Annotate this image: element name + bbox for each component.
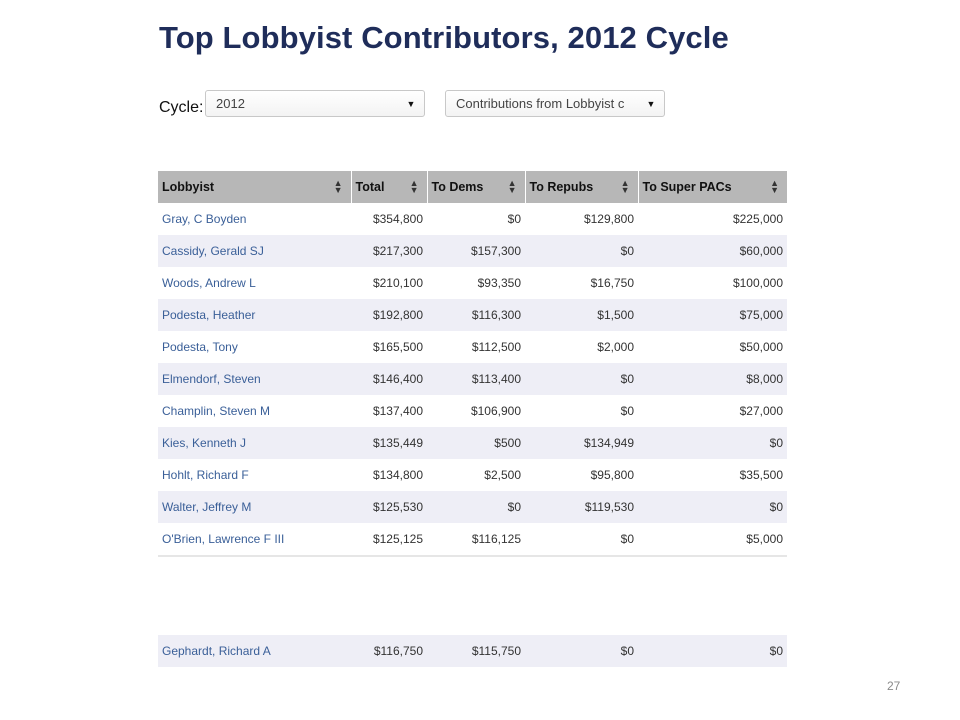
to-repubs-cell: $2,000	[525, 331, 638, 363]
lobbyist-table-extra: Gephardt, Richard A $116,750 $115,750 $0…	[158, 635, 787, 667]
table-row: Cassidy, Gerald SJ $217,300 $157,300 $0 $60,…	[158, 235, 787, 267]
column-header-label: To Super PACs	[642, 180, 732, 194]
total-cell: $210,100	[351, 267, 427, 299]
to-super-pacs-cell: $0	[638, 491, 787, 523]
to-repubs-cell: $1,500	[525, 299, 638, 331]
lobbyist-link[interactable]: Kies, Kenneth J	[158, 427, 351, 459]
to-dems-cell: $106,900	[427, 395, 525, 427]
lobbyist-link[interactable]: Walter, Jeffrey M	[158, 491, 351, 523]
cycle-select[interactable]: 2012 ▼	[205, 90, 425, 117]
total-cell: $165,500	[351, 331, 427, 363]
to-repubs-cell: $16,750	[525, 267, 638, 299]
to-dems-cell: $0	[427, 491, 525, 523]
total-cell: $116,750	[351, 635, 427, 667]
to-repubs-cell: $95,800	[525, 459, 638, 491]
to-super-pacs-cell: $27,000	[638, 395, 787, 427]
contribution-type-select-value: Contributions from Lobbyist c	[456, 96, 625, 111]
to-dems-cell: $2,500	[427, 459, 525, 491]
to-super-pacs-cell: $75,000	[638, 299, 787, 331]
to-repubs-cell: $0	[525, 235, 638, 267]
total-cell: $192,800	[351, 299, 427, 331]
table-header-row: Lobbyist ▲ ▼ Total ▲ ▼ To Dems ▲ ▼ To Repubs ▲ ▼…	[158, 171, 787, 203]
column-header-label: Total	[355, 180, 385, 194]
table-row: Gephardt, Richard A $116,750 $115,750 $0…	[158, 635, 787, 667]
to-dems-cell: $116,300	[427, 299, 525, 331]
column-header-to-dems[interactable]: To Dems ▲ ▼	[427, 171, 526, 203]
table-row: Elmendorf, Steven $146,400 $113,400 $0 $8,00…	[158, 363, 787, 395]
total-cell: $135,449	[351, 427, 427, 459]
lobbyist-link[interactable]: Gephardt, Richard A	[158, 635, 351, 667]
lobbyist-table: Lobbyist ▲ ▼ Total ▲ ▼ To Dems ▲ ▼ To Repubs ▲ ▼…	[158, 171, 787, 557]
column-header-total[interactable]: Total ▲ ▼	[351, 171, 428, 203]
table-row: Podesta, Tony $165,500 $112,500 $2,000 $50,0…	[158, 331, 787, 363]
to-repubs-cell: $0	[525, 635, 638, 667]
to-dems-cell: $112,500	[427, 331, 525, 363]
lobbyist-link[interactable]: Podesta, Tony	[158, 331, 351, 363]
to-dems-cell: $116,125	[427, 523, 525, 557]
to-super-pacs-cell: $225,000	[638, 203, 787, 235]
cycle-label: Cycle:	[159, 99, 204, 116]
column-header-label: To Repubs	[529, 180, 594, 194]
to-super-pacs-cell: $0	[638, 635, 787, 667]
dropdown-arrow-icon: ▼	[406, 98, 416, 109]
lobbyist-link[interactable]: Champlin, Steven M	[158, 395, 351, 427]
lobbyist-link[interactable]: Woods, Andrew L	[158, 267, 351, 299]
table-row: Champlin, Steven M $137,400 $106,900 $0 $27,…	[158, 395, 787, 427]
lobbyist-link[interactable]: Hohlt, Richard F	[158, 459, 351, 491]
table-row: Gray, C Boyden $354,800 $0 $129,800 $225,000	[158, 203, 787, 235]
page-title: Top Lobbyist Contributors, 2012 Cycle	[159, 20, 729, 55]
to-repubs-cell: $0	[525, 395, 638, 427]
sort-icon[interactable]: ▲ ▼	[409, 178, 419, 195]
cycle-select-value: 2012	[216, 96, 245, 111]
table-row: Woods, Andrew L $210,100 $93,350 $16,750 $10…	[158, 267, 787, 299]
page-number: 27	[887, 679, 901, 693]
to-repubs-cell: $119,530	[525, 491, 638, 523]
dropdown-arrow-icon: ▼	[646, 98, 656, 109]
to-dems-cell: $115,750	[427, 635, 525, 667]
contribution-type-select[interactable]: Contributions from Lobbyist c ▼	[445, 90, 665, 117]
column-header-label: To Dems	[431, 180, 484, 194]
lobbyist-link[interactable]: Gray, C Boyden	[158, 203, 351, 235]
sort-icon[interactable]: ▲ ▼	[333, 178, 343, 195]
sort-icon[interactable]: ▲ ▼	[507, 178, 517, 195]
to-dems-cell: $0	[427, 203, 525, 235]
to-super-pacs-cell: $0	[638, 427, 787, 459]
table-row: Walter, Jeffrey M $125,530 $0 $119,530 $0	[158, 491, 787, 523]
column-header-lobbyist[interactable]: Lobbyist ▲ ▼	[158, 171, 352, 203]
column-header-to-super-pacs[interactable]: To Super PACs ▲ ▼	[638, 171, 787, 203]
to-super-pacs-cell: $8,000	[638, 363, 787, 395]
to-dems-cell: $157,300	[427, 235, 525, 267]
to-super-pacs-cell: $100,000	[638, 267, 787, 299]
to-dems-cell: $93,350	[427, 267, 525, 299]
sort-icon[interactable]: ▲ ▼	[770, 178, 779, 195]
total-cell: $146,400	[351, 363, 427, 395]
column-header-to-repubs[interactable]: To Repubs ▲ ▼	[525, 171, 639, 203]
to-super-pacs-cell: $60,000	[638, 235, 787, 267]
total-cell: $125,530	[351, 491, 427, 523]
total-cell: $134,800	[351, 459, 427, 491]
sort-icon[interactable]: ▲ ▼	[620, 178, 630, 195]
to-super-pacs-cell: $5,000	[638, 523, 787, 557]
to-repubs-cell: $129,800	[525, 203, 638, 235]
total-cell: $217,300	[351, 235, 427, 267]
table-row: Podesta, Heather $192,800 $116,300 $1,500 $7…	[158, 299, 787, 331]
total-cell: $125,125	[351, 523, 427, 557]
table-row: O'Brien, Lawrence F III $125,125 $116,125 $…	[158, 523, 787, 557]
total-cell: $137,400	[351, 395, 427, 427]
to-super-pacs-cell: $50,000	[638, 331, 787, 363]
to-dems-cell: $113,400	[427, 363, 525, 395]
to-dems-cell: $500	[427, 427, 525, 459]
lobbyist-link[interactable]: Cassidy, Gerald SJ	[158, 235, 351, 267]
to-repubs-cell: $0	[525, 523, 638, 557]
table-row: Kies, Kenneth J $135,449 $500 $134,949 $0	[158, 427, 787, 459]
column-header-label: Lobbyist	[162, 180, 215, 194]
table-row: Hohlt, Richard F $134,800 $2,500 $95,800 $35…	[158, 459, 787, 491]
to-repubs-cell: $0	[525, 363, 638, 395]
lobbyist-link[interactable]: O'Brien, Lawrence F III	[158, 523, 351, 557]
to-super-pacs-cell: $35,500	[638, 459, 787, 491]
total-cell: $354,800	[351, 203, 427, 235]
to-repubs-cell: $134,949	[525, 427, 638, 459]
lobbyist-link[interactable]: Elmendorf, Steven	[158, 363, 351, 395]
lobbyist-link[interactable]: Podesta, Heather	[158, 299, 351, 331]
